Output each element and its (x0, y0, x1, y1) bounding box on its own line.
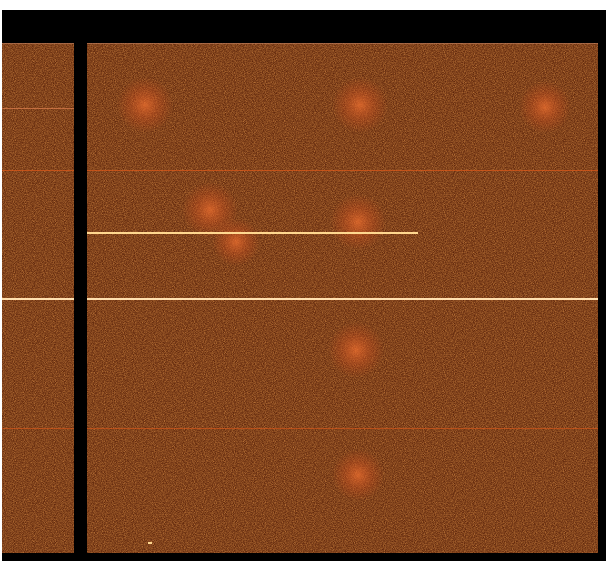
column-gap (74, 10, 87, 561)
source-blob (519, 81, 571, 133)
source-blob (212, 218, 260, 266)
source-blob (330, 194, 386, 250)
source-blob (328, 322, 384, 378)
source-blob (332, 449, 384, 501)
sources (117, 77, 571, 501)
source-blob (332, 77, 388, 133)
streak-lines (2, 43, 598, 544)
source-blob (117, 77, 173, 133)
